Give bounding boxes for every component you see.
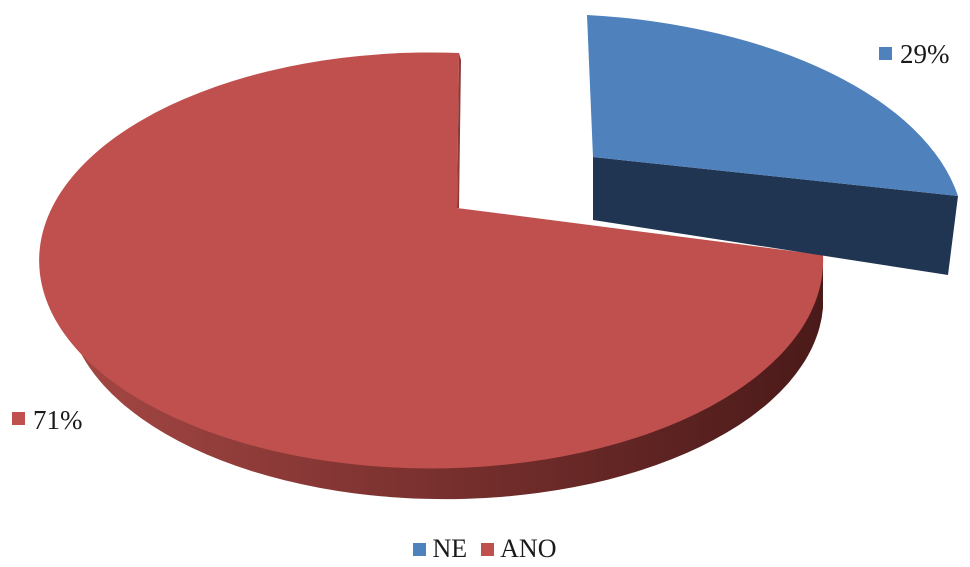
legend-item-ne: NE xyxy=(413,536,467,562)
data-label-ne-text: 29% xyxy=(900,39,950,69)
slice-ne-top xyxy=(587,15,958,196)
data-label-ne-swatch xyxy=(879,47,892,60)
data-label-ano-swatch xyxy=(12,412,25,425)
slice-ano-cut-edge xyxy=(457,53,461,208)
slice-ne-side xyxy=(593,157,958,275)
legend-swatch-ano xyxy=(481,542,495,556)
legend-label-ne: NE xyxy=(432,534,468,563)
data-label-ano: 71% xyxy=(12,405,83,435)
legend-item-ano: ANO xyxy=(481,534,557,563)
data-label-ano-text: 71% xyxy=(33,405,83,435)
data-label-ne: 29% xyxy=(879,39,950,69)
chart-legend: NE ANO xyxy=(0,536,970,562)
slice-ano-top xyxy=(39,52,824,469)
legend-swatch-ne xyxy=(413,542,427,556)
legend-label-ano: ANO xyxy=(500,534,557,563)
